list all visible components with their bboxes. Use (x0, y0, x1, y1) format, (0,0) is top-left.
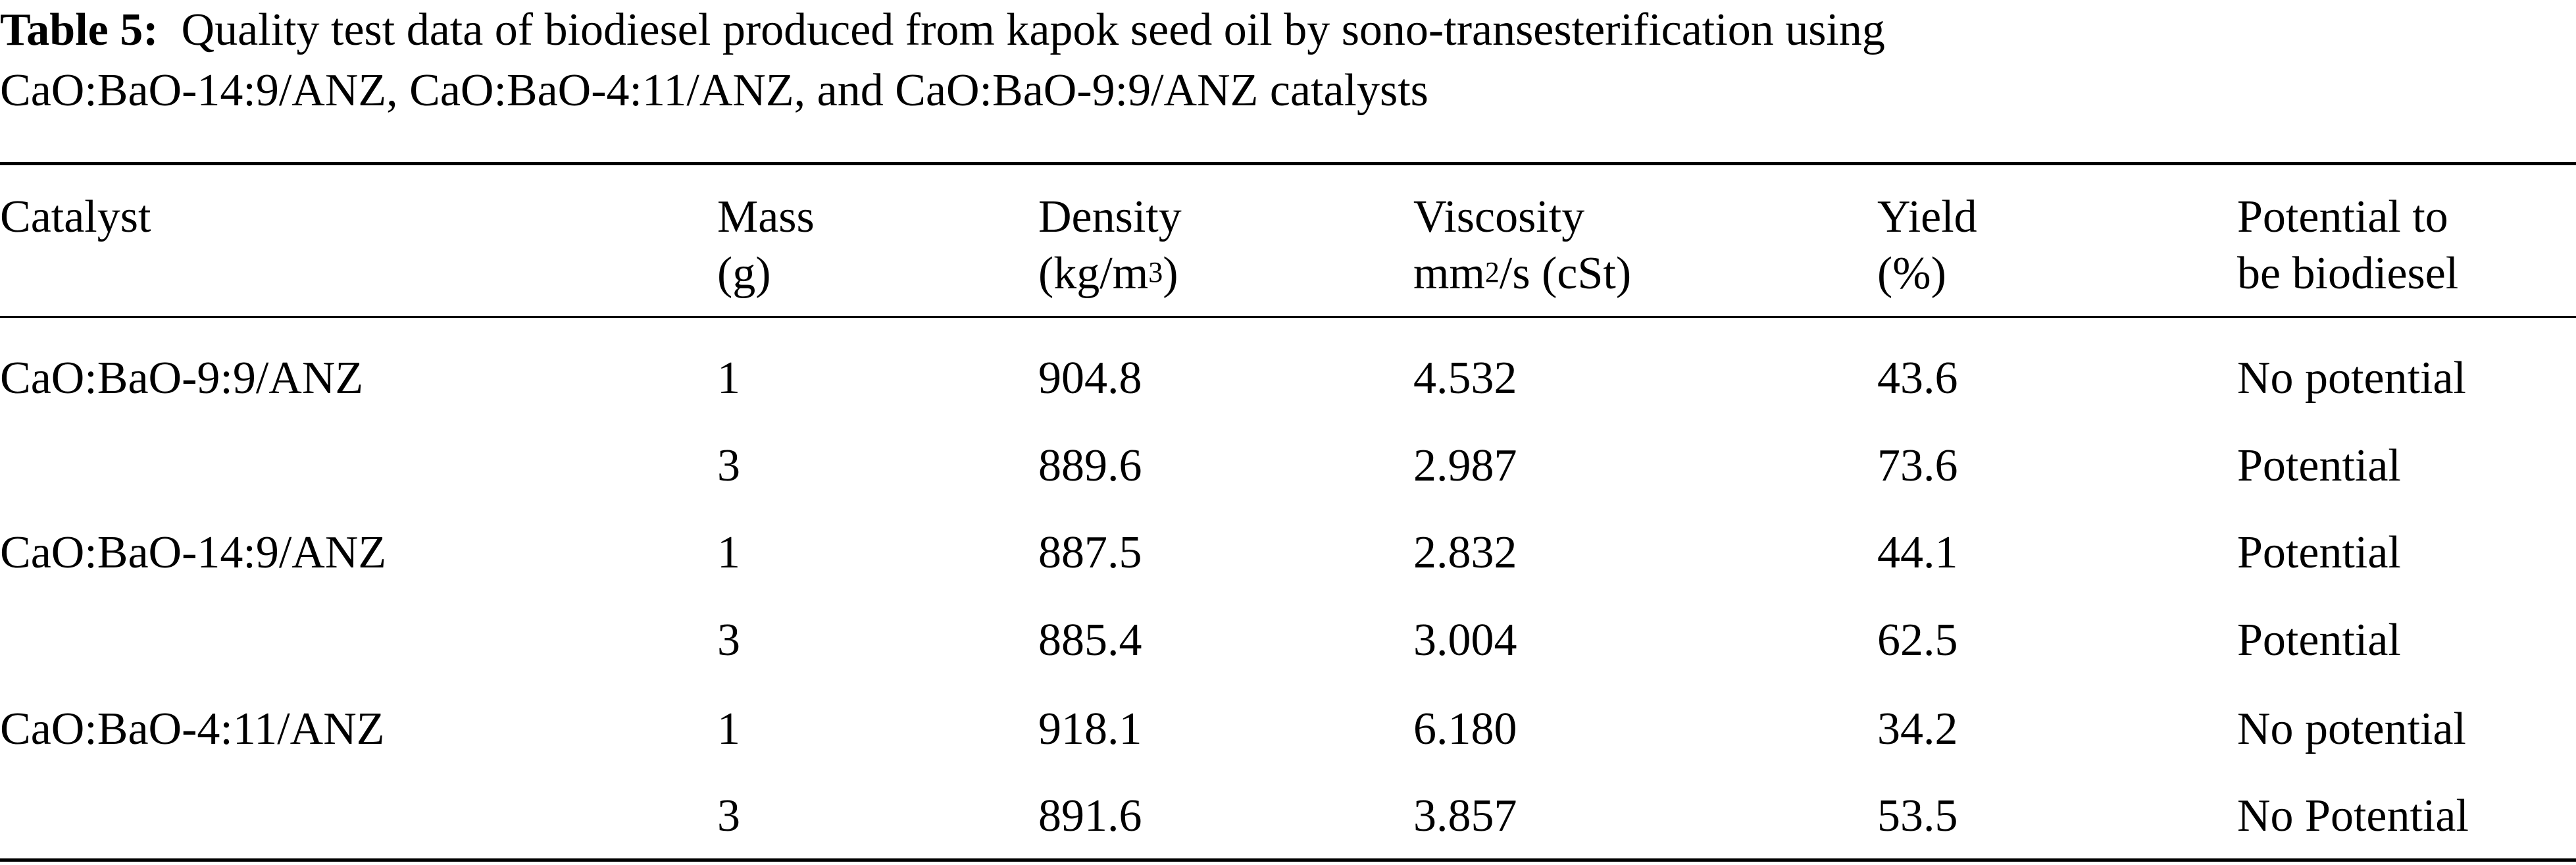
header-viscosity: Viscosity mm2/s (cSt) (1413, 192, 1632, 299)
cell-potential: No potential (2237, 704, 2466, 754)
cell-potential: No potential (2237, 353, 2466, 404)
cell-viscosity: 2.832 (1413, 527, 1517, 578)
cell-potential: Potential (2237, 440, 2401, 491)
caption-text-2: CaO:BaO-14:9/ANZ, CaO:BaO-4:11/ANZ, and … (0, 65, 1428, 116)
cell-viscosity: 3.857 (1413, 791, 1517, 841)
header-mass: Mass (g) (717, 192, 815, 299)
header-catalyst: Catalyst (0, 192, 151, 242)
cell-potential: Potential (2237, 527, 2401, 578)
header-yield: Yield (%) (1877, 192, 1977, 299)
cell-yield: 53.5 (1877, 791, 1958, 841)
cell-density: 885.4 (1038, 615, 1142, 666)
bottom-rule (0, 858, 2576, 862)
caption-text-1: Quality test data of biodiesel produced … (181, 5, 1885, 55)
cell-yield: 62.5 (1877, 615, 1958, 666)
cell-density: 904.8 (1038, 353, 1142, 404)
cell-density: 887.5 (1038, 527, 1142, 578)
caption-label: Table 5: (0, 5, 159, 55)
cell-density: 891.6 (1038, 791, 1142, 841)
cell-yield: 44.1 (1877, 527, 1958, 578)
caption-line-1: Table 5: Quality test data of biodiesel … (0, 0, 2576, 61)
cell-potential: Potential (2237, 615, 2401, 666)
cell-yield: 34.2 (1877, 704, 1958, 754)
cell-density: 918.1 (1038, 704, 1142, 754)
header-rule (0, 316, 2576, 318)
header-density: Density (kg/m3) (1038, 192, 1182, 299)
cell-density: 889.6 (1038, 440, 1142, 491)
cell-yield: 43.6 (1877, 353, 1958, 404)
cell-mass: 1 (717, 527, 740, 578)
cell-potential: No Potential (2237, 791, 2469, 841)
cell-mass: 3 (717, 440, 740, 491)
header-potential: Potential to be biodiesel (2237, 192, 2459, 299)
cell-viscosity: 3.004 (1413, 615, 1517, 666)
cell-mass: 3 (717, 615, 740, 666)
cell-catalyst: CaO:BaO-14:9/ANZ (0, 527, 387, 578)
top-rule (0, 162, 2576, 165)
cell-catalyst: CaO:BaO-9:9/ANZ (0, 353, 364, 404)
cell-catalyst: CaO:BaO-4:11/ANZ (0, 704, 385, 754)
cell-viscosity: 4.532 (1413, 353, 1517, 404)
table-caption: Table 5: Quality test data of biodiesel … (0, 0, 2576, 121)
cell-mass: 3 (717, 791, 740, 841)
cell-viscosity: 6.180 (1413, 704, 1517, 754)
cell-yield: 73.6 (1877, 440, 1958, 491)
cell-mass: 1 (717, 353, 740, 404)
cell-mass: 1 (717, 704, 740, 754)
cell-viscosity: 2.987 (1413, 440, 1517, 491)
